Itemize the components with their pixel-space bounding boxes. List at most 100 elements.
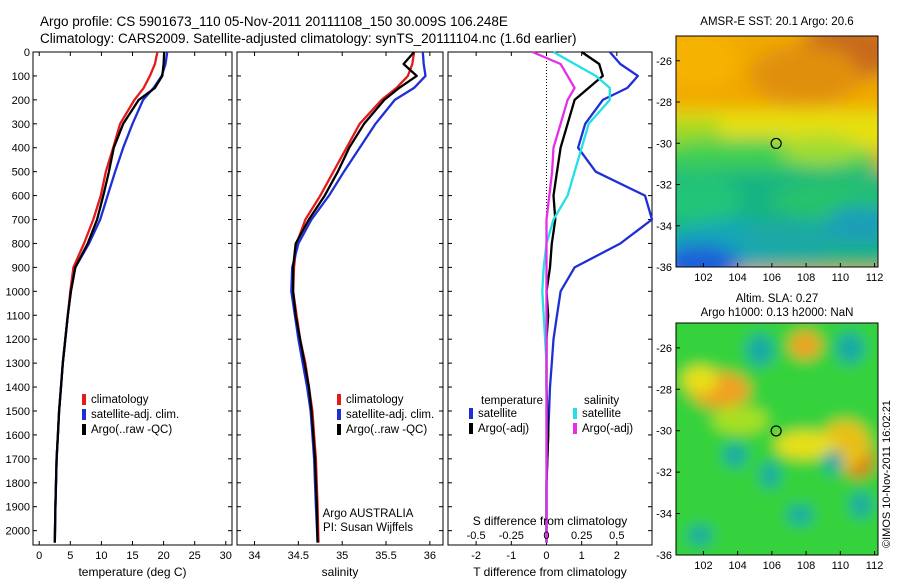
map-x-tick-label: 102 <box>694 560 712 572</box>
depth-tick-label: 400 <box>12 143 30 155</box>
x-tick-label: 15 <box>126 550 138 562</box>
x-tick-label: 10 <box>95 550 107 562</box>
map-x-tick-label: 106 <box>763 560 781 572</box>
sla-map-title-line2: Argo h1000: 0.13 h2000: NaN <box>701 307 854 319</box>
salinity-series-line <box>291 51 418 543</box>
legend-label: climatology <box>346 394 404 406</box>
x-tick-label: -1 <box>506 550 516 562</box>
legend-swatch <box>573 423 577 434</box>
imos-stamp: ©IMOS 10-Nov-2011 16:02:21 <box>881 400 893 548</box>
map-x-tick-label: 108 <box>797 560 815 572</box>
x-tick-label: 1 <box>579 550 585 562</box>
s-diff-axis-label: S difference from climatology <box>473 514 628 528</box>
difference-series-line <box>545 51 654 543</box>
x-tick-label: 20 <box>157 550 169 562</box>
map-y-tick-label: -32 <box>656 467 672 479</box>
difference-series-line <box>545 51 604 543</box>
depth-tick-label: 800 <box>12 238 30 250</box>
salinity-panel: 34 34.5 35 35.5 36 salinity climatology satelli… <box>236 51 444 579</box>
legend-swatch <box>469 423 473 434</box>
map-y-tick-label: -28 <box>656 384 672 396</box>
difference-profile-frame <box>447 51 653 546</box>
difference-profile-xlabel: T difference from climatology <box>473 565 627 579</box>
sla-map-axes: 102 104 106 108 110 112 -26 -28 -30 -32 -34 -36 <box>656 343 883 572</box>
depth-tick-label: 100 <box>12 71 30 83</box>
map-y-tick-label: -30 <box>656 138 672 150</box>
depth-tick-label: 1100 <box>6 310 30 322</box>
sst-map-title: AMSR-E SST: 20.1 Argo: 20.6 <box>700 16 853 28</box>
depth-tick-label: 900 <box>12 262 30 274</box>
sst-map-panel: AMSR-E SST: 20.1 Argo: 20.6 102 104 106 108… <box>656 16 883 284</box>
x-tick-label: 5 <box>67 550 73 562</box>
legend-label: satellite <box>478 408 517 420</box>
map-x-tick-label: 112 <box>866 560 884 572</box>
depth-tick-label: 1300 <box>6 358 30 370</box>
map-y-tick-label: -32 <box>656 180 672 192</box>
map-x-tick-label: 112 <box>866 272 884 284</box>
x-tick-label: 34.5 <box>288 550 309 562</box>
depth-tick-label: 700 <box>12 215 30 227</box>
depth-tick-label: 0 <box>24 47 30 59</box>
map-y-tick-label: -26 <box>656 56 672 68</box>
s-diff-tick-label: 0.5 <box>609 530 624 542</box>
legend-swatch <box>469 408 473 419</box>
x-tick-label: 36 <box>424 550 436 562</box>
difference-series-line <box>541 51 611 543</box>
x-tick-label: 0 <box>36 550 42 562</box>
sst-field <box>676 36 878 267</box>
legend-label: Argo(..raw -QC) <box>91 424 172 436</box>
map-y-tick-label: -26 <box>656 343 672 355</box>
legend-swatch <box>337 394 341 405</box>
difference-series-line <box>531 50 576 543</box>
profile-title-line2: Climatology: CARS2009. Satellite-adjuste… <box>40 31 577 46</box>
temperature-panel: 0100200300400500600700800900100011001200… <box>6 47 233 579</box>
legend-temperature-title: temperature <box>481 395 543 407</box>
map-y-tick-label: -36 <box>656 550 672 562</box>
sla-field <box>676 323 878 555</box>
depth-tick-label: 1900 <box>6 502 30 514</box>
x-tick-label: 35.5 <box>375 550 396 562</box>
x-tick-label: 2 <box>614 550 620 562</box>
salinity-profile-frame <box>236 51 444 546</box>
depth-tick-label: 200 <box>12 95 30 107</box>
map-x-tick-label: 102 <box>694 272 712 284</box>
x-tick-label: -2 <box>471 550 481 562</box>
s-diff-tick-label: 0 <box>543 530 549 542</box>
legend-swatch <box>82 394 86 405</box>
map-y-tick-label: -34 <box>656 509 672 521</box>
depth-tick-label: 1700 <box>6 454 30 466</box>
legend-label: Argo(..raw -QC) <box>346 424 427 436</box>
depth-tick-label: 300 <box>12 119 30 131</box>
depth-tick-label: 1400 <box>6 382 30 394</box>
x-tick-label: 35 <box>336 550 348 562</box>
difference-panel: -2 -1 0 1 2 T difference from climatology -0.5… <box>447 50 654 579</box>
legend-swatch <box>337 409 341 420</box>
argo-location-marker <box>770 425 782 437</box>
map-x-tick-label: 110 <box>832 272 850 284</box>
map-y-tick-label: -34 <box>656 221 672 233</box>
legend-swatch <box>573 408 577 419</box>
depth-tick-label: 1000 <box>6 286 30 298</box>
sst-map-axes: 102 104 106 108 110 112 -26 -28 -30 -32 -34 -36 <box>656 56 883 284</box>
s-diff-tick-label: -0.25 <box>499 530 524 542</box>
depth-tick-label: 1600 <box>6 430 30 442</box>
x-tick-label: 25 <box>189 550 201 562</box>
depth-tick-label: 2000 <box>6 526 30 538</box>
sla-map-panel: Altim. SLA: 0.27 Argo h1000: 0.13 h2000:… <box>656 293 883 572</box>
map-y-tick-label: -36 <box>656 262 672 274</box>
legend-label: Argo(-adj) <box>582 423 633 435</box>
map-x-tick-label: 110 <box>832 560 850 572</box>
pi-name-label: PI: Susan Wijffels <box>323 522 413 534</box>
argo-location-marker <box>770 137 782 150</box>
legend-label: satellite-adj. clim. <box>346 409 434 421</box>
s-diff-tick-label: -0.5 <box>467 530 486 542</box>
salinity-series-line <box>291 51 416 543</box>
temperature-profile-xlabel: temperature (deg C) <box>78 565 186 579</box>
legend-label: satellite <box>582 408 621 420</box>
sla-map-title-line1: Altim. SLA: 0.27 <box>736 293 818 305</box>
map-y-tick-label: -28 <box>656 97 672 109</box>
map-y-tick-label: -30 <box>656 426 672 438</box>
map-x-tick-label: 108 <box>797 272 815 284</box>
depth-tick-label: 600 <box>12 191 30 203</box>
